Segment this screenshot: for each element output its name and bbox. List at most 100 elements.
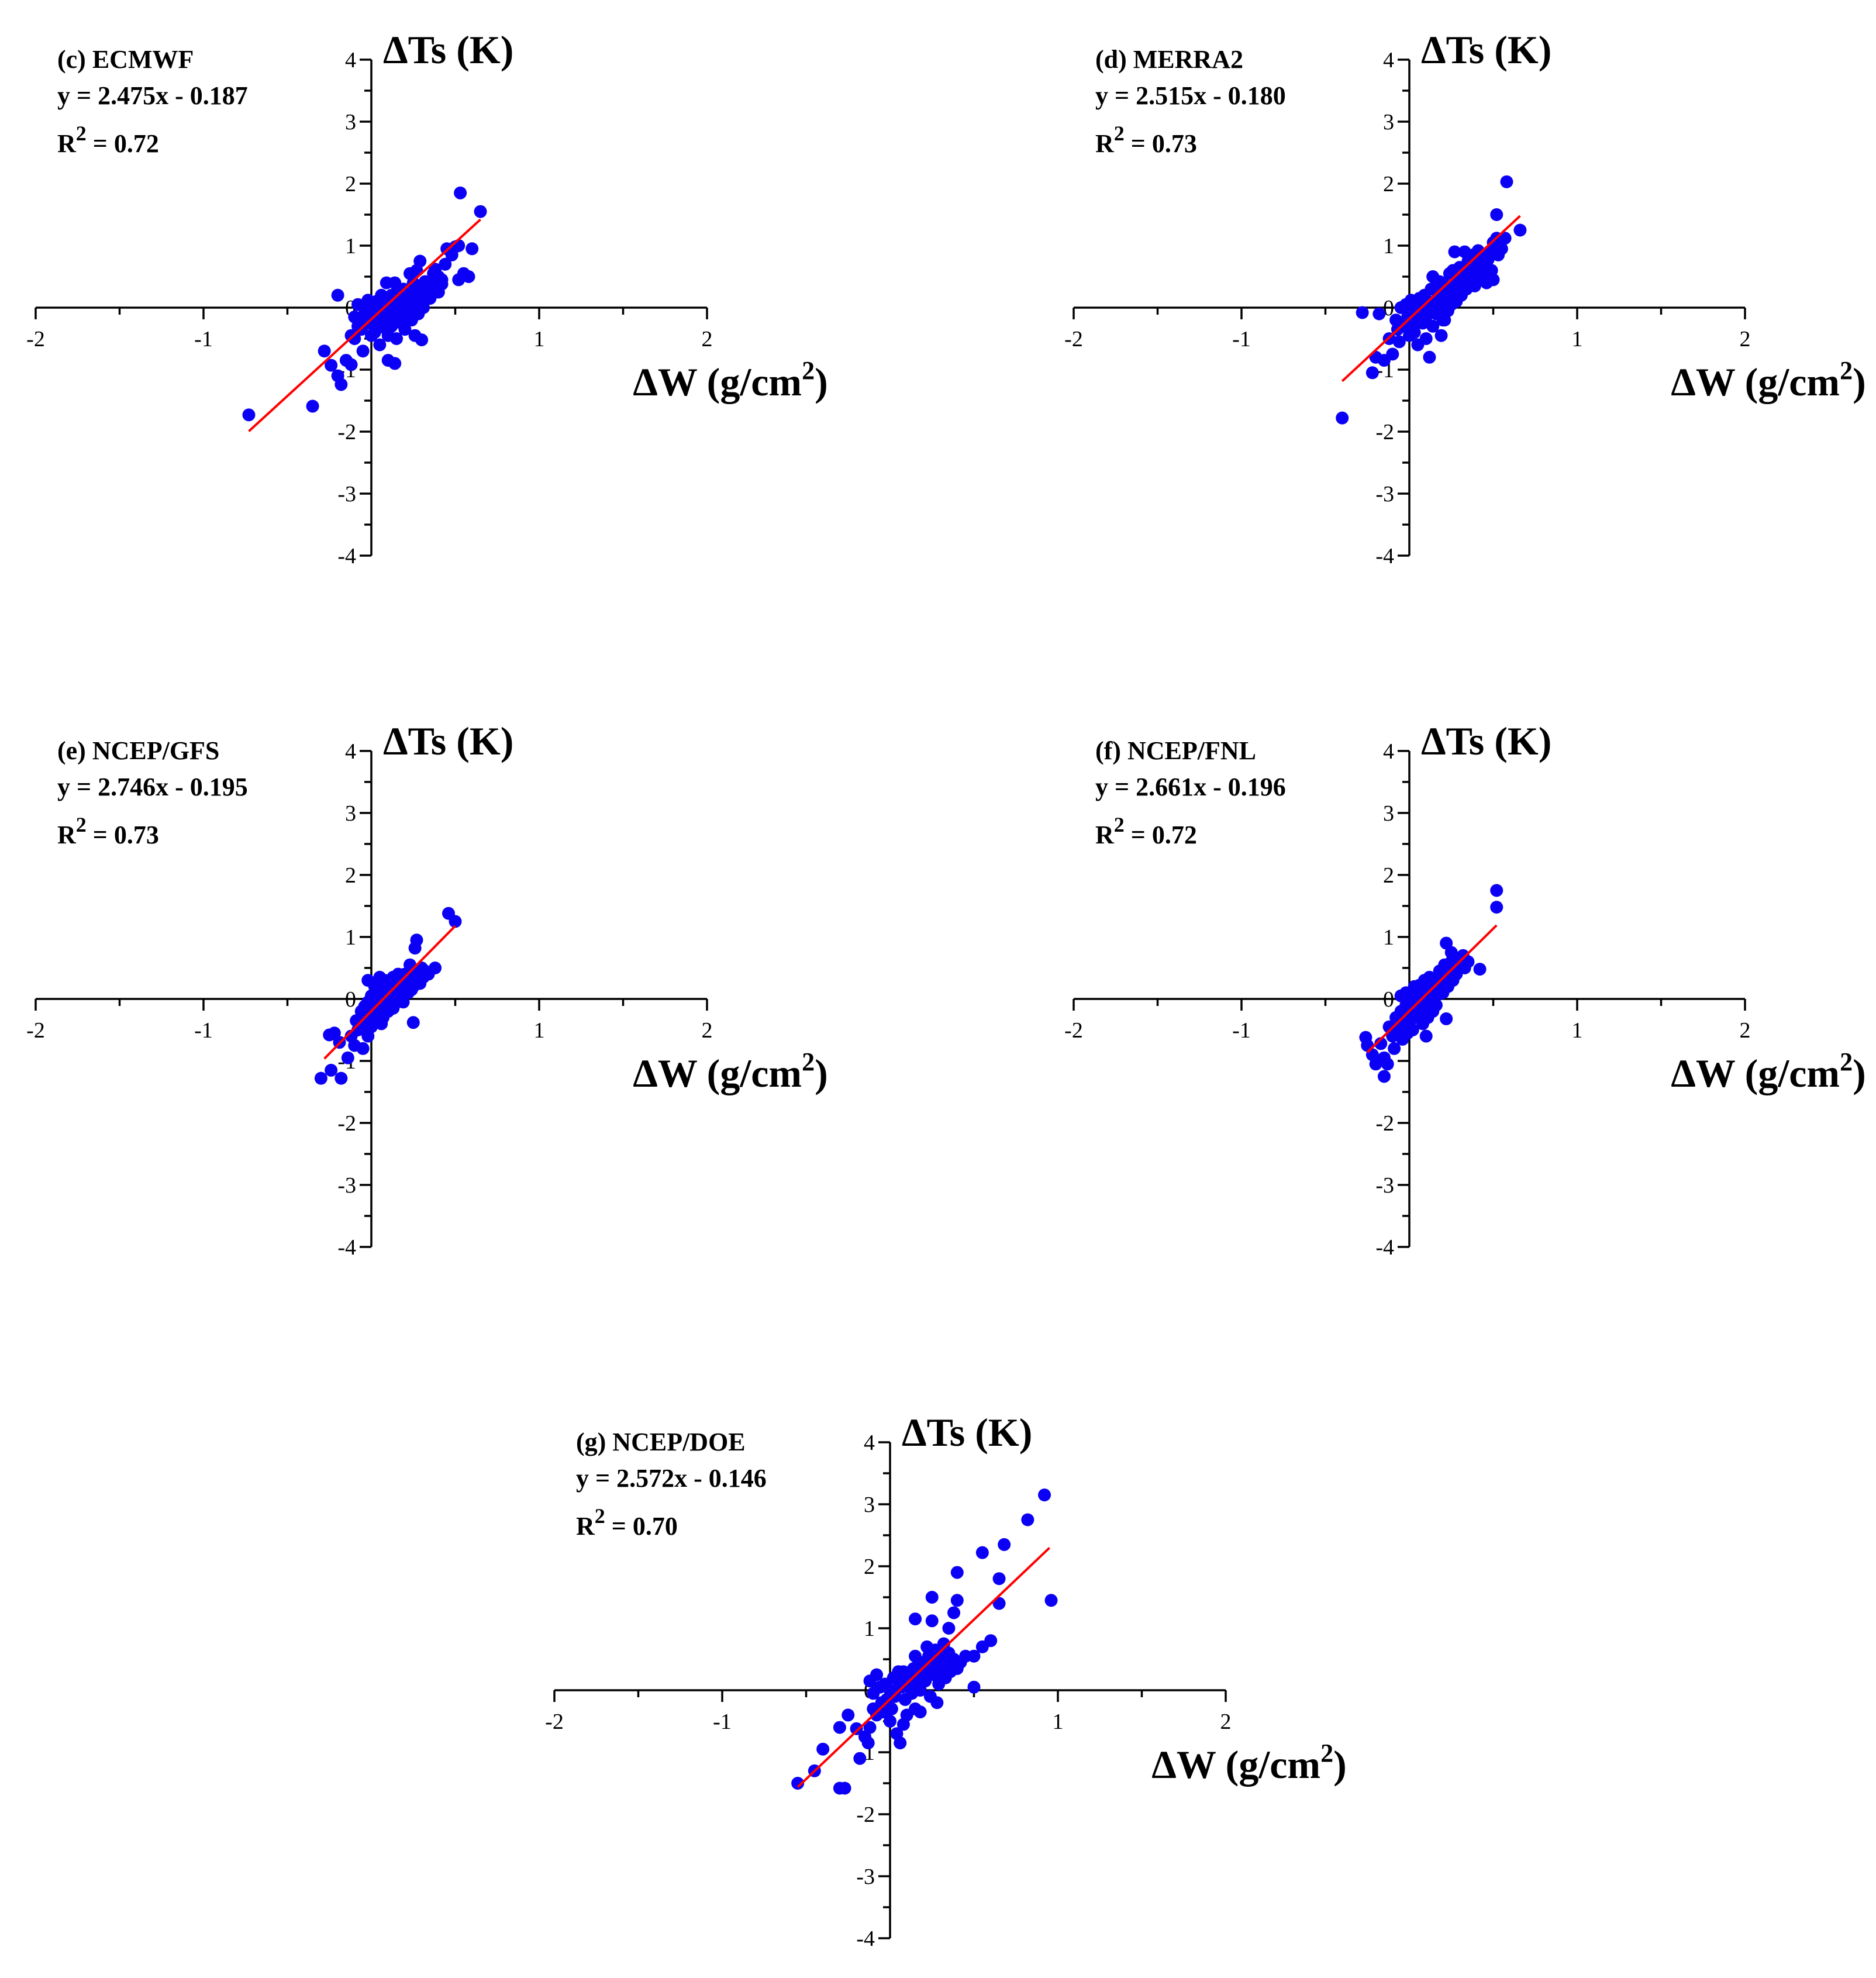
scatter-point [1377,1070,1391,1083]
r-squared-prefix: R [1095,129,1115,158]
scatter-point [462,270,475,283]
r-squared-value: = 0.73 [1125,129,1197,158]
scatter-point [915,1659,929,1672]
x-axis-title: ΔW (g/cm2) [633,356,827,404]
scatter-point [925,1614,939,1628]
scatter-point [1440,1012,1453,1025]
scatter-point [1336,411,1349,425]
x-tick-label: -1 [713,1710,732,1734]
scatter-point [1419,1029,1433,1043]
r-squared-prefix: R [1095,821,1115,849]
y-tick-label: -4 [1375,544,1394,568]
scatter-point [1426,319,1440,333]
scatter-point [356,1042,370,1055]
r-squared-label: R2 = 0.73 [57,813,159,849]
scatter-points [242,186,487,422]
scatter-point [1365,366,1379,380]
scatter-point [351,298,365,311]
regression-equation: y = 2.661x - 0.196 [1095,773,1286,801]
scatter-point [1490,884,1503,897]
scatter-point [884,1715,896,1728]
r-squared-value: = 0.72 [87,129,159,158]
y-tick-label: 0 [1383,987,1394,1012]
scatter-point [984,1634,998,1648]
y-tick-label: 3 [1383,110,1394,135]
y-tick-label: 4 [345,739,356,764]
y-tick-label: -3 [337,1173,356,1198]
y-axis-title: ΔTs (K) [383,27,513,72]
scatter-point [1433,275,1446,288]
r-squared-prefix: R [576,1512,595,1541]
y-tick-label: 1 [1383,234,1394,259]
x-tick-label: 1 [1572,1018,1583,1043]
scatter-point [388,276,402,290]
y-tick-label: -2 [1375,1111,1394,1136]
y-tick-label: 1 [345,925,356,950]
scatter-point [1448,245,1461,259]
r-squared-exponent: 2 [1114,813,1125,836]
scatter-point [465,242,479,256]
y-tick-label: 4 [345,48,356,73]
regression-equation: y = 2.572x - 0.146 [576,1464,767,1493]
scatter-points [1336,175,1527,425]
scatter-point [850,1722,863,1735]
scatter-point [1401,1026,1415,1040]
x-tick-label: 2 [1220,1710,1232,1734]
scatter-point [413,298,427,311]
scatter-point [896,1718,910,1731]
scatter-point [1398,301,1411,314]
scatter-point [967,1680,981,1694]
scatter-point [429,962,442,974]
scatter-point [410,933,423,947]
scatter-point [1451,952,1465,966]
y-tick-label: 2 [864,1555,875,1579]
scatter-point [975,1546,989,1559]
scatter-point [877,1705,890,1719]
scatter-point [406,1016,420,1029]
scatter-point [888,1690,902,1703]
scatter-point [373,338,387,352]
scatter-point [1021,1513,1034,1526]
x-axis-title-end: ) [1853,1051,1866,1095]
r-squared-label: R2 = 0.72 [57,122,159,158]
y-tick-label: -4 [856,1927,875,1951]
scatter-point [348,310,361,323]
scatter-point [334,378,348,391]
scatter-point [998,1538,1011,1551]
x-axis-title-end: ) [1333,1742,1347,1787]
scatter-point [449,915,462,928]
x-axis-title-main: ΔW (g/cm [1151,1742,1320,1787]
x-axis-title-superscript: 2 [1840,1047,1853,1076]
scatter-point [1038,1488,1051,1502]
scatter-points [791,1488,1058,1795]
scatter-point [393,288,406,302]
scatter-point [913,1705,927,1719]
x-tick-label: 1 [1572,327,1583,352]
x-tick-label: -1 [1232,1018,1251,1043]
x-axis-title-superscript: 2 [802,1047,815,1076]
x-axis-title-main: ΔW (g/cm [633,1051,802,1095]
scatter-point [325,1063,338,1077]
regression-equation: y = 2.746x - 0.195 [57,773,248,801]
scatter-point [388,357,402,370]
scatter-point [1359,1031,1372,1044]
r-squared-exponent: 2 [76,122,87,145]
y-tick-label: 0 [1383,296,1394,321]
scatter-point [791,1777,805,1790]
scatter-point [1356,306,1369,319]
scatter-point [454,186,467,199]
scatter-point [939,1671,952,1684]
scatter-point [922,1649,936,1663]
scatter-point [314,1071,327,1085]
scatter-point [380,323,393,336]
scatter-point [992,1572,1006,1586]
regression-equation: y = 2.515x - 0.180 [1095,81,1286,110]
y-tick-label: -2 [856,1803,875,1827]
y-tick-label: 3 [1383,801,1394,826]
y-tick-label: 4 [1383,739,1394,764]
scatter-point [410,287,423,301]
scatter-point [950,1566,964,1579]
scatter-point [452,239,465,252]
scatter-point [1500,175,1513,188]
